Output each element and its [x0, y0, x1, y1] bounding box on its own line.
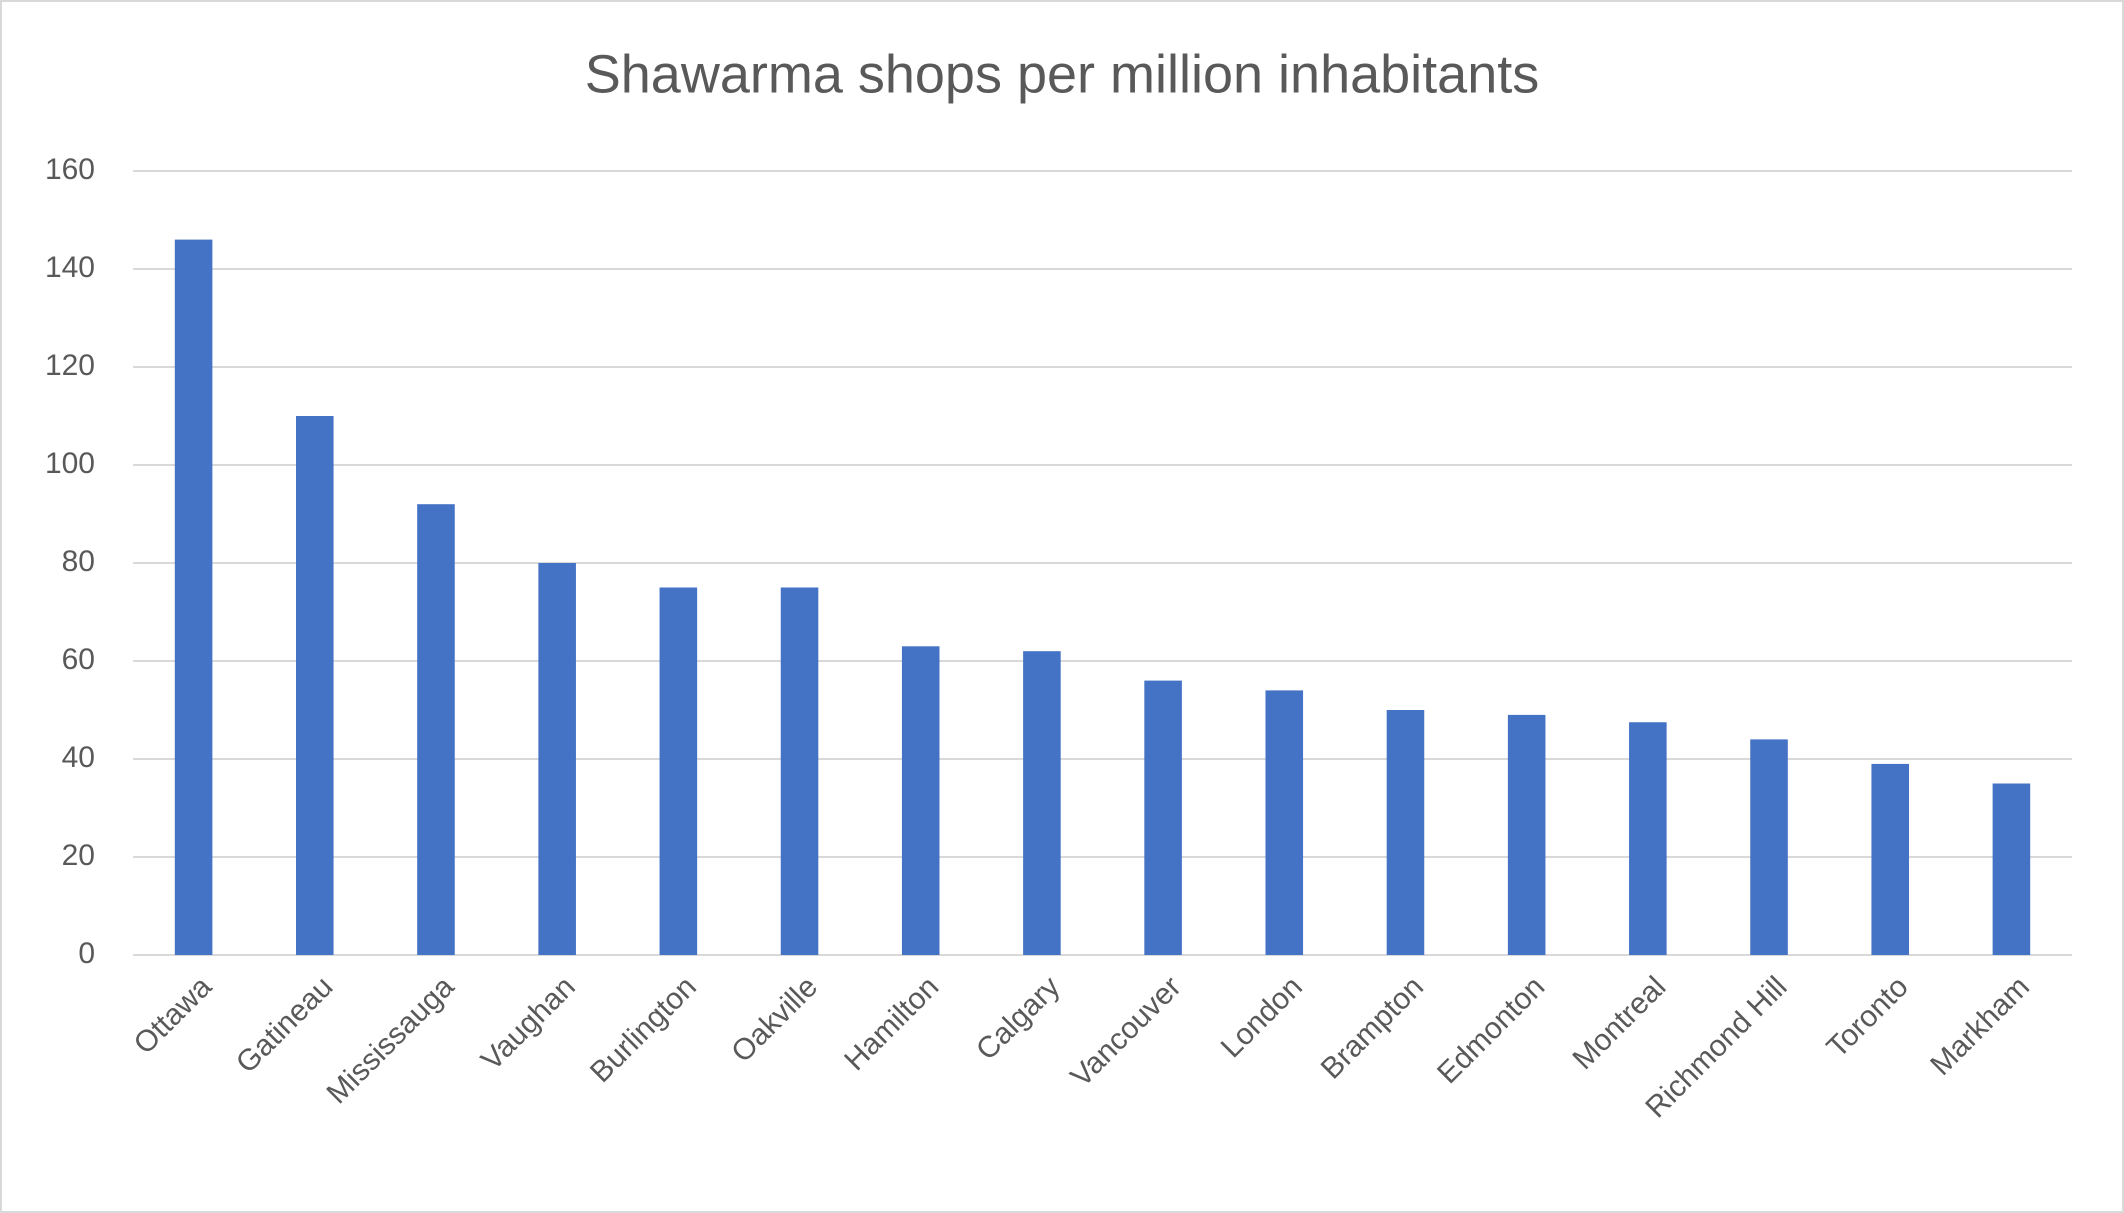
bar: [1386, 710, 1425, 955]
bar: [1750, 739, 1788, 955]
y-tick-label: 120: [45, 349, 95, 382]
bar: [659, 587, 698, 955]
bar: [538, 563, 576, 955]
bar: [1265, 690, 1304, 955]
bar: [174, 239, 213, 956]
bar: [417, 504, 455, 955]
bar: [295, 416, 334, 955]
bar: [1144, 680, 1182, 955]
y-tick-label: 140: [45, 251, 95, 284]
chart-title: Shawarma shops per million inhabitants: [585, 44, 1540, 104]
y-tick-label: 160: [45, 153, 95, 186]
bar: [780, 587, 819, 955]
y-tick-label: 60: [62, 643, 95, 676]
bar: [1629, 722, 1667, 955]
y-tick-label: 0: [78, 937, 95, 970]
y-tick-label: 40: [62, 741, 95, 774]
y-tick-label: 80: [62, 545, 95, 578]
bar: [1992, 783, 2031, 955]
bar: [1871, 763, 1910, 955]
y-tick-label: 100: [45, 447, 95, 480]
bar: [1507, 714, 1546, 955]
bar: [1023, 651, 1061, 955]
y-tick-label: 20: [62, 839, 95, 872]
bar: [901, 646, 940, 955]
